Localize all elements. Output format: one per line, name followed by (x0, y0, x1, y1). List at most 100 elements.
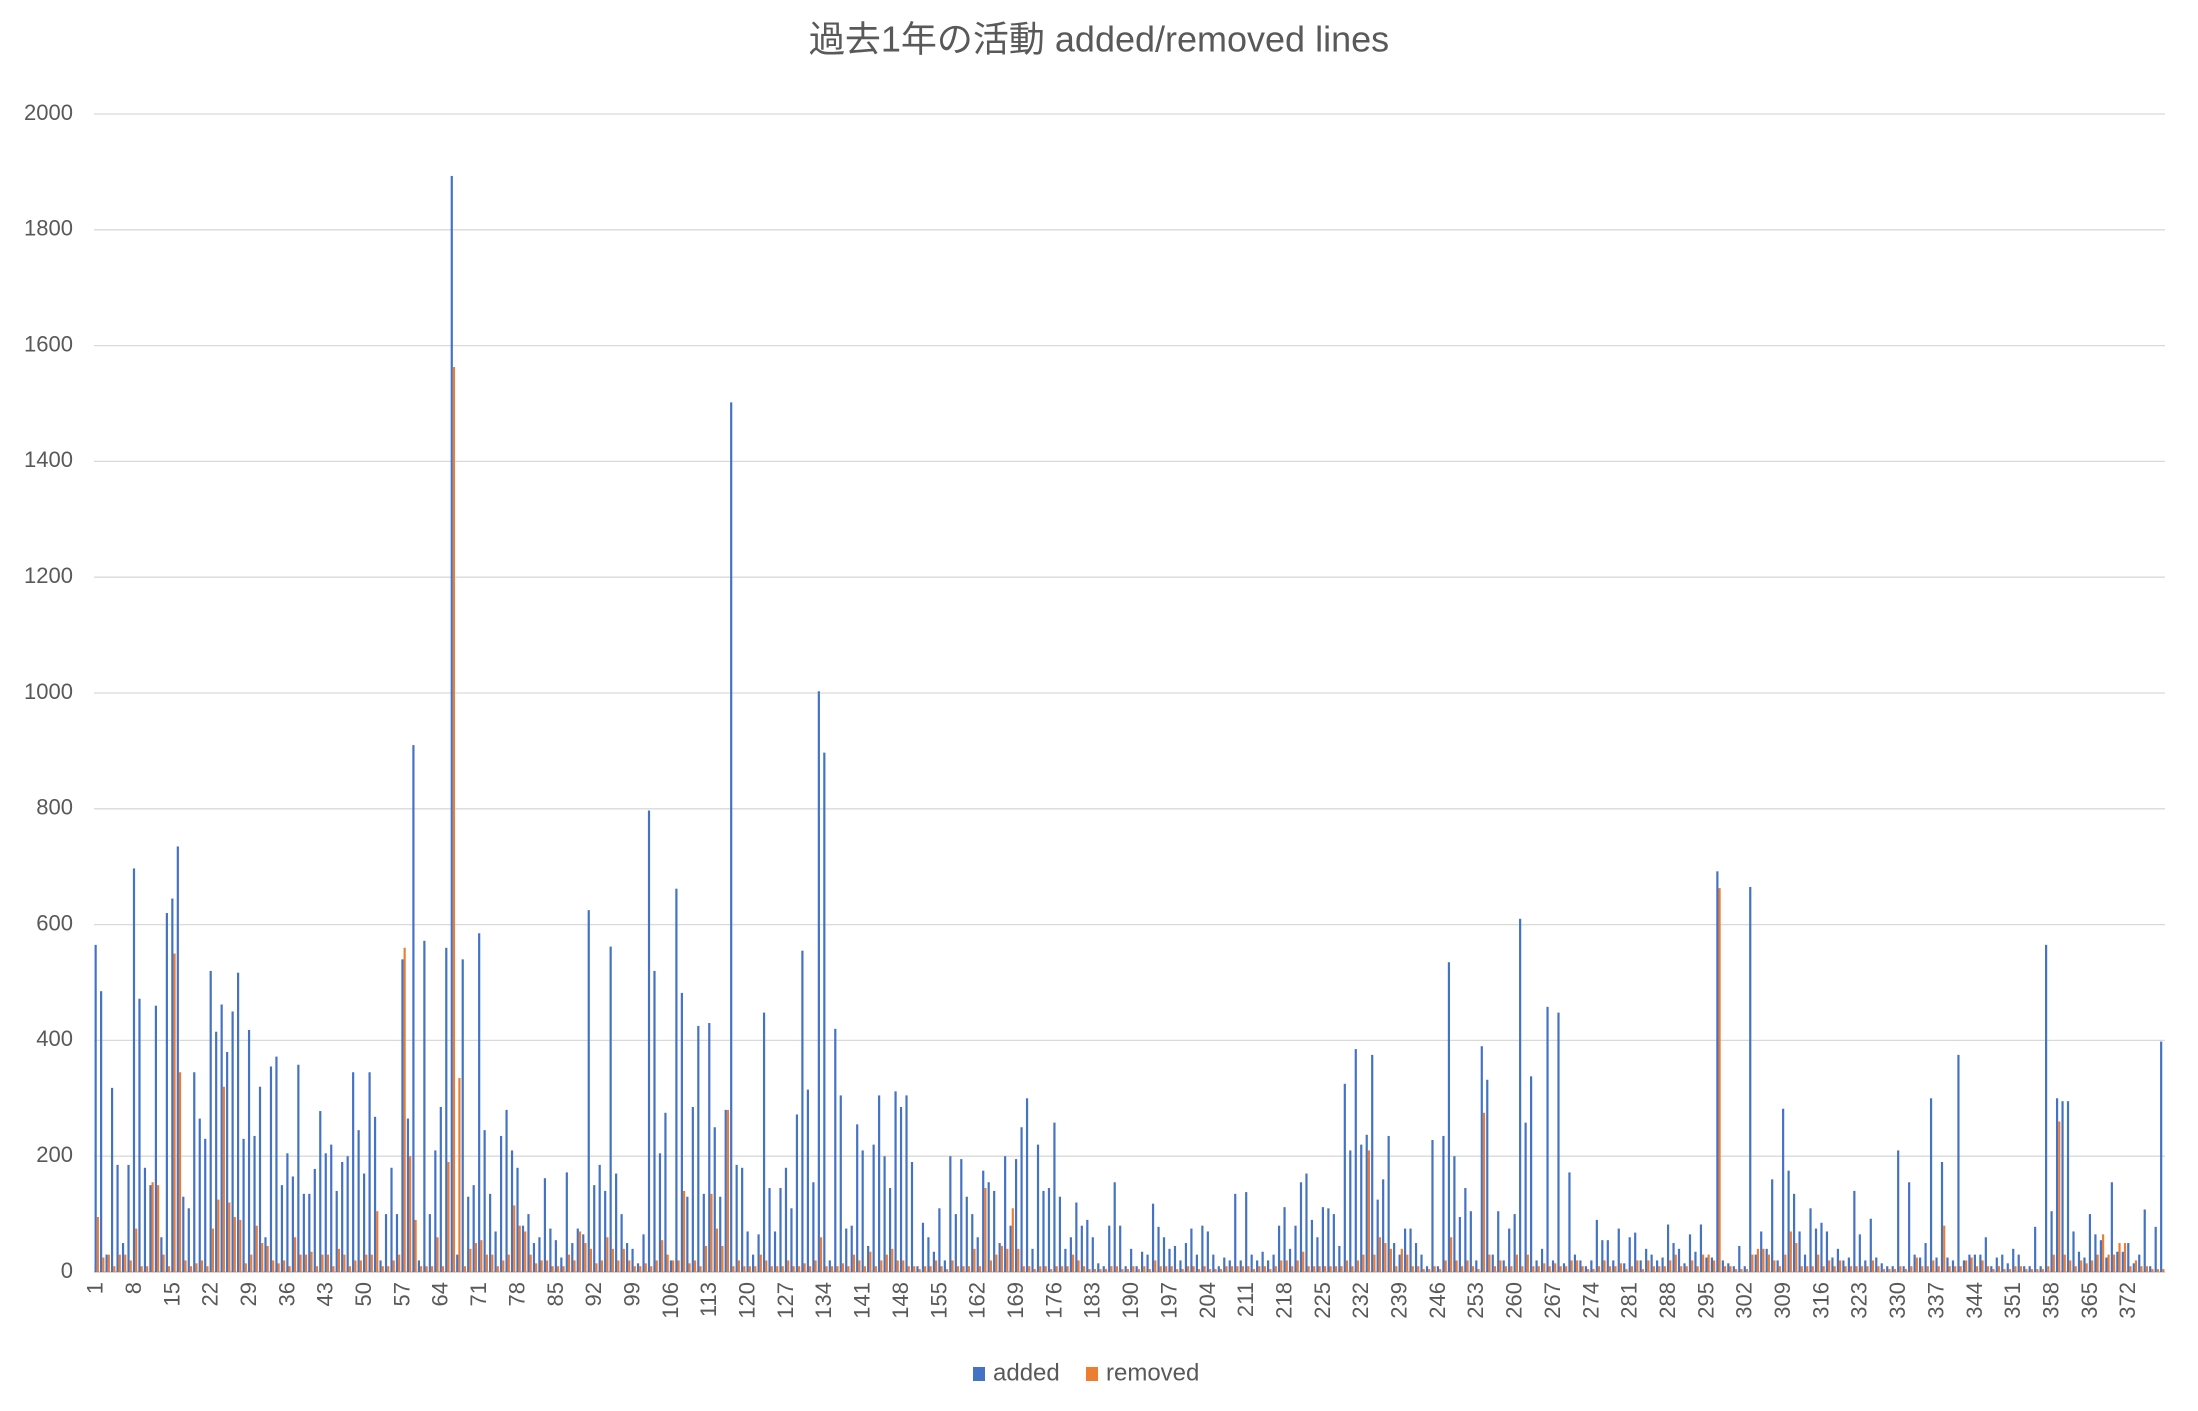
bar (1809, 1208, 1812, 1272)
bar (1962, 1260, 1966, 1272)
bar (149, 1185, 152, 1272)
bar (655, 1260, 658, 1272)
bar (549, 1228, 552, 1272)
bar (162, 1254, 165, 1272)
bar (845, 1228, 848, 1272)
bar (600, 1260, 603, 1272)
bar (1740, 1269, 1743, 1272)
bar (1767, 1254, 1770, 1272)
bar (894, 1091, 897, 1272)
bar (264, 1237, 267, 1272)
bar (808, 1266, 812, 1272)
bar (1924, 1243, 1927, 1272)
bar (1091, 1237, 1094, 1272)
bar (715, 1228, 719, 1272)
bar (1130, 1248, 1133, 1272)
bar (1513, 1214, 1516, 1272)
bar (1208, 1269, 1212, 1272)
bar (2072, 1231, 2075, 1272)
bar (1179, 1260, 1182, 1272)
bar (2008, 1269, 2012, 1272)
y-tick-label: 2000 (24, 100, 73, 125)
bar (1760, 1231, 1763, 1272)
bar (1608, 1266, 1612, 1272)
chart-title: 過去1年の活動 added/removed lines (809, 19, 1389, 60)
bar (1450, 1237, 1453, 1272)
bar (1119, 1225, 1122, 1272)
bar (1893, 1269, 1896, 1272)
x-tick-label: 246 (1425, 1282, 1450, 1319)
bar (1132, 1266, 1135, 1272)
x-tick-label: 162 (965, 1282, 990, 1319)
bar (1782, 1108, 1785, 1272)
bar (480, 1240, 483, 1272)
bar (1904, 1269, 1907, 1272)
bar (732, 1266, 735, 1272)
bar (1439, 1269, 1442, 1272)
bar (346, 1156, 349, 1272)
bar (956, 1266, 960, 1272)
bar (1329, 1266, 1332, 1272)
bar (1206, 1231, 1209, 1272)
bar (1537, 1266, 1540, 1272)
bar (1590, 1260, 1593, 1272)
bar (1064, 1248, 1067, 1272)
bar (129, 1260, 132, 1272)
bar (1932, 1260, 1935, 1272)
bar (677, 1260, 680, 1272)
bar (1093, 1269, 1097, 1272)
bar (973, 1248, 976, 1272)
bar (658, 1153, 662, 1272)
bar (708, 1023, 711, 1272)
bar (2145, 1266, 2149, 1272)
bar (1882, 1269, 1886, 1272)
bar (1573, 1254, 1577, 1272)
bar (160, 1237, 163, 1272)
bar (535, 1263, 538, 1272)
bar (1086, 1219, 1089, 1272)
bar (680, 992, 683, 1272)
bar (491, 1254, 494, 1272)
bar (792, 1266, 795, 1272)
x-tick-label: 99 (619, 1282, 644, 1306)
bar (1288, 1248, 1292, 1272)
bar (998, 1243, 1001, 1272)
bar (1669, 1260, 1672, 1272)
bar (1323, 1266, 1327, 1272)
bar (1453, 1156, 1456, 1272)
bar (513, 1205, 516, 1272)
bar (516, 1167, 519, 1272)
bar (1491, 1254, 1494, 1272)
bar (1948, 1266, 1951, 1272)
bar (1190, 1228, 1193, 1272)
bar (1044, 1266, 1047, 1272)
bar (1562, 1263, 1566, 1272)
bar (650, 1266, 653, 1272)
bar (357, 1130, 360, 1272)
bar (335, 1190, 338, 1272)
bar (2162, 1269, 2165, 1272)
bar (1712, 1260, 1716, 1272)
bar (1047, 1188, 1051, 1272)
bar (773, 1231, 777, 1272)
bar (1042, 1190, 1045, 1272)
bar (1716, 871, 1719, 1272)
bar (874, 1266, 877, 1272)
bar (1959, 1266, 1962, 1272)
bar (2077, 1251, 2081, 1272)
bar (1099, 1269, 1102, 1272)
x-tick-label: 127 (773, 1282, 798, 1319)
bar (1066, 1266, 1069, 1272)
bar (1250, 1254, 1253, 1272)
bar (1055, 1266, 1058, 1272)
bar (1981, 1260, 1984, 1272)
bar (2028, 1266, 2031, 1272)
bar (1973, 1254, 1976, 1272)
bar (965, 1196, 968, 1272)
bar (403, 947, 406, 1272)
bar (1672, 1243, 1675, 1272)
bar (1157, 1226, 1160, 1272)
bar (247, 1029, 251, 1272)
bar (308, 1193, 311, 1272)
bar (124, 1254, 127, 1272)
